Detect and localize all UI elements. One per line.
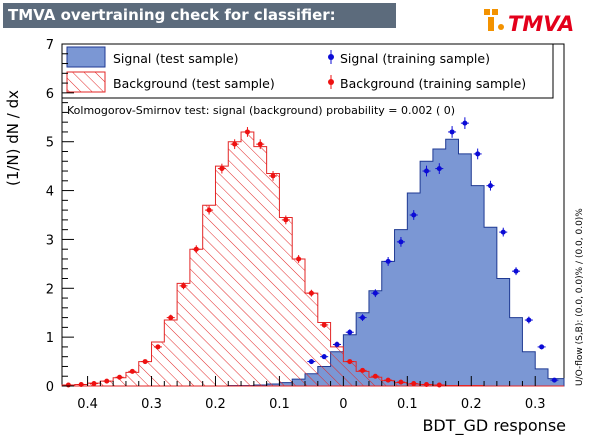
background-training-point (257, 141, 263, 147)
signal-training-point (539, 344, 545, 350)
legend-signal-train-label: Signal (training sample) (340, 51, 490, 66)
legend-background-test-label: Background (test sample) (113, 76, 275, 91)
background-training-point (219, 166, 225, 172)
background-training-point (411, 381, 417, 387)
logo-text: TMVA (508, 12, 574, 36)
background-training-point (181, 283, 187, 289)
signal-training-point (411, 212, 417, 218)
x-tick-label: 0.1 (269, 397, 290, 412)
legend-signal-train-marker (328, 54, 334, 60)
background-training-point (436, 382, 442, 388)
legend-background-train-marker (328, 79, 334, 85)
x-tick-label: 0.4 (77, 397, 98, 412)
y-tick-label: 3 (46, 233, 54, 248)
signal-training-point (398, 239, 404, 245)
x-tick-label: 0.2 (461, 397, 482, 412)
background-training-point (104, 378, 110, 384)
signal-training-point (372, 290, 378, 296)
background-training-point (129, 368, 135, 374)
x-tick-label: 0.1 (397, 397, 418, 412)
signal-training-point (500, 229, 506, 235)
background-training-point (398, 379, 404, 385)
legend-background-train-label: Background (training sample) (340, 76, 526, 91)
background-training-point (168, 315, 174, 321)
signal-training-point (334, 341, 340, 347)
background-training-point (155, 344, 161, 350)
signal-training-point (360, 315, 366, 321)
signal-training-point (308, 359, 314, 365)
logo-dot (498, 24, 504, 30)
x-tick-label: 0.2 (205, 397, 226, 412)
signal-training-point (526, 317, 532, 323)
signal-training-point (449, 129, 455, 135)
x-tick-label: 0 (339, 397, 347, 412)
y-tick-label: 4 (46, 185, 54, 200)
signal-training-point (475, 151, 481, 157)
background-training-point (244, 129, 250, 135)
background-training-point (91, 381, 97, 387)
background-training-point (206, 207, 212, 213)
legend-box (61, 43, 554, 99)
background-training-point (65, 382, 71, 388)
signal-training-point (487, 183, 493, 189)
background-training-point (424, 382, 430, 388)
legend-signal-test-swatch (66, 46, 106, 68)
logo-block-orange-1 (484, 9, 490, 15)
plot-title-bar: TMVA overtraining check for classifier: … (3, 3, 396, 49)
signal-training-point (347, 329, 353, 335)
background-training-point (193, 246, 199, 252)
overflow-text: U/O-flow (S,B): (0.0, 0.0)% / (0.0, 0.0)… (575, 208, 585, 386)
y-tick-label: 7 (46, 38, 54, 53)
x-tick-label: 0.3 (525, 397, 546, 412)
background-training-point (232, 141, 238, 147)
logo-block-orange-3 (488, 17, 494, 31)
y-tick-label: 1 (46, 331, 54, 346)
background-training-point (360, 367, 366, 373)
x-axis-label: BDT_GD response (422, 416, 566, 436)
y-tick-label: 5 (46, 136, 54, 151)
signal-training-point (551, 377, 557, 383)
background-training-point (321, 322, 327, 328)
ks-test-text: Kolmogorov-Smirnov test: signal (backgro… (67, 104, 455, 117)
legend: Signal (test sample) Background (test sa… (61, 43, 554, 99)
background-training-point (296, 256, 302, 262)
signal-training-point (436, 166, 442, 172)
signal-training-point (462, 120, 468, 126)
x-tick-label: 0.3 (141, 397, 162, 412)
y-axis-label: (1/N) dN / dx (4, 90, 22, 186)
background-training-point (347, 359, 353, 365)
signal-training-points (307, 117, 559, 383)
legend-background-test-swatch (66, 71, 106, 93)
background-training-point (117, 374, 123, 380)
background-training-point (385, 377, 391, 383)
logo-block-orange-2 (492, 9, 498, 15)
background-training-point (142, 359, 148, 365)
background-training-point (78, 382, 84, 388)
background-training-point (270, 173, 276, 179)
tmva-logo: TMVA (484, 9, 574, 36)
signal-training-point (385, 258, 391, 264)
background-training-point (308, 290, 314, 296)
background-training-point (372, 373, 378, 379)
background-training-point (283, 217, 289, 223)
y-tick-label: 0 (46, 380, 54, 395)
plot-title: TMVA overtraining check for classifier: … (8, 6, 336, 49)
signal-training-point (424, 168, 430, 174)
y-tick-label: 6 (46, 87, 54, 102)
axes: 0.4 0.3 0.2 0.1 0 0.1 0.2 0.3 0 1 2 3 4 5 6 7 (46, 38, 546, 412)
legend-signal-test-label: Signal (test sample) (113, 51, 239, 66)
y-tick-label: 2 (46, 282, 54, 297)
signal-training-point (321, 354, 327, 360)
signal-training-point (513, 268, 519, 274)
